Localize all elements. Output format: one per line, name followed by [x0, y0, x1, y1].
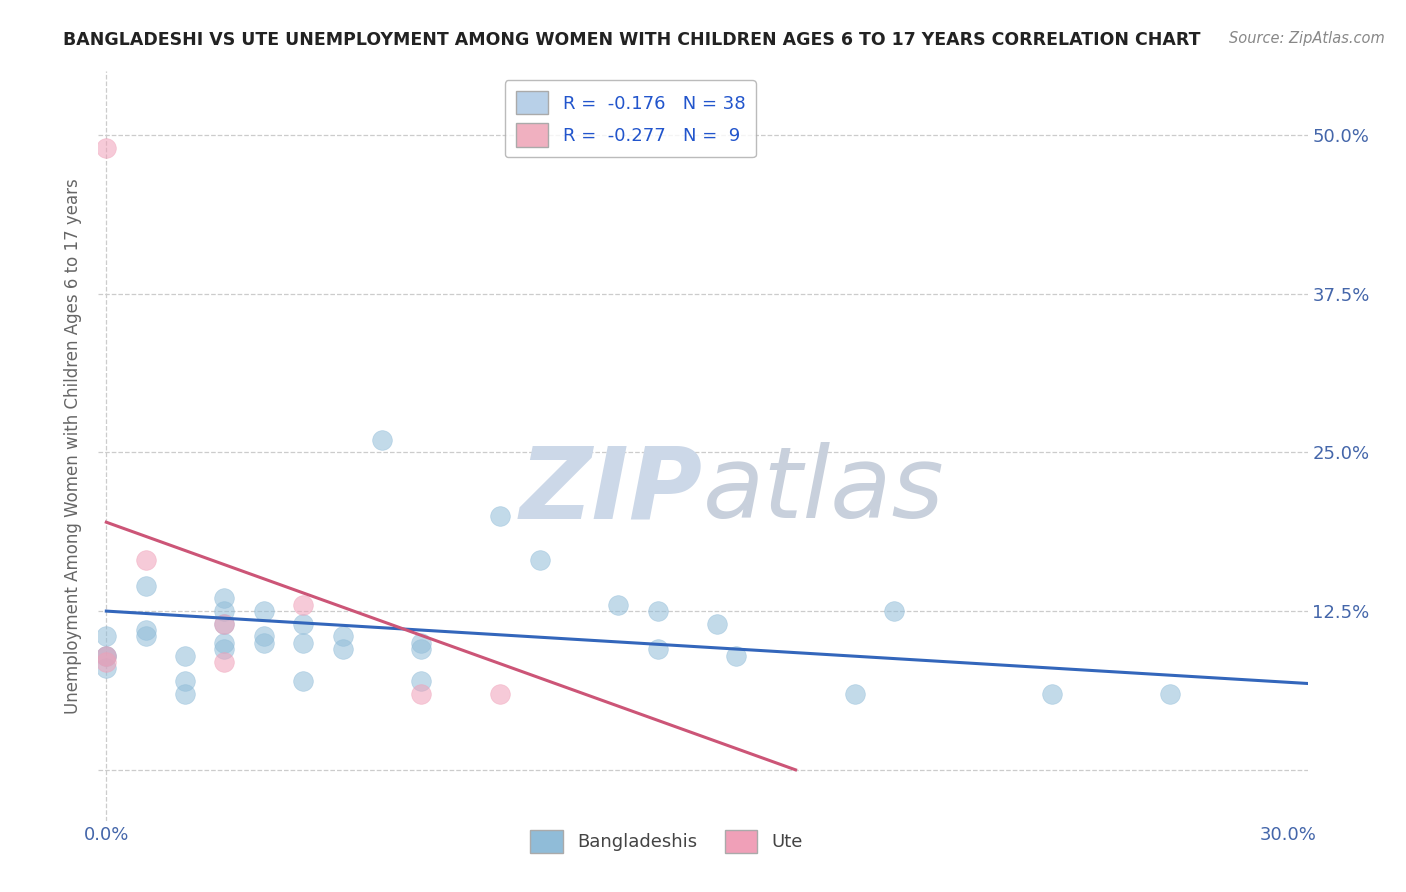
Point [292, 673, 315, 688]
Point [96, 648, 118, 663]
Point [1159, 687, 1181, 701]
Point [96, 661, 118, 675]
Text: atlas: atlas [703, 442, 945, 540]
Point [706, 616, 728, 631]
Point [214, 616, 236, 631]
Point [411, 636, 433, 650]
Point [135, 623, 157, 637]
Point [529, 553, 551, 567]
Point [647, 604, 669, 618]
Point [883, 604, 905, 618]
Point [332, 642, 354, 657]
Point [135, 553, 157, 567]
Text: BANGLADESHI VS UTE UNEMPLOYMENT AMONG WOMEN WITH CHILDREN AGES 6 TO 17 YEARS COR: BANGLADESHI VS UTE UNEMPLOYMENT AMONG WO… [63, 31, 1201, 49]
Point [96, 648, 118, 663]
Point [174, 648, 197, 663]
Point [174, 687, 197, 701]
Point [214, 616, 236, 631]
Point [253, 630, 276, 644]
Point [607, 598, 630, 612]
Point [292, 636, 315, 650]
Point [647, 642, 669, 657]
Text: Source: ZipAtlas.com: Source: ZipAtlas.com [1229, 31, 1385, 46]
Point [253, 604, 276, 618]
Point [96, 648, 118, 663]
Point [489, 508, 512, 523]
Point [411, 642, 433, 657]
Point [214, 604, 236, 618]
Point [489, 687, 512, 701]
Point [214, 655, 236, 669]
Point [292, 598, 315, 612]
Point [253, 636, 276, 650]
Point [725, 648, 748, 663]
Point [96, 140, 118, 154]
Point [1040, 687, 1063, 701]
Text: ZIP: ZIP [520, 442, 703, 540]
Point [174, 673, 197, 688]
Point [135, 579, 157, 593]
Point [214, 591, 236, 606]
Legend: Bangladeshis, Ute: Bangladeshis, Ute [523, 822, 810, 860]
Point [411, 673, 433, 688]
Point [411, 687, 433, 701]
Point [96, 655, 118, 669]
Point [292, 616, 315, 631]
Y-axis label: Unemployment Among Women with Children Ages 6 to 17 years: Unemployment Among Women with Children A… [65, 178, 83, 714]
Point [135, 630, 157, 644]
Point [96, 630, 118, 644]
Point [371, 433, 394, 447]
Point [214, 636, 236, 650]
Point [844, 687, 866, 701]
Point [214, 642, 236, 657]
Point [332, 630, 354, 644]
